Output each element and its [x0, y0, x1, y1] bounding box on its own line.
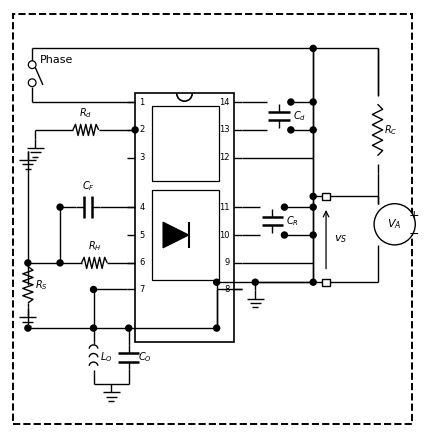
Text: 5: 5 — [139, 231, 145, 239]
Text: 4: 4 — [139, 203, 145, 212]
Circle shape — [281, 232, 287, 238]
Text: $R_S$: $R_S$ — [35, 278, 48, 292]
Text: 12: 12 — [219, 153, 230, 162]
Circle shape — [310, 127, 316, 133]
Polygon shape — [163, 222, 189, 248]
Text: $C_d$: $C_d$ — [293, 109, 306, 123]
Text: +: + — [408, 209, 419, 222]
Circle shape — [310, 99, 316, 105]
FancyBboxPatch shape — [135, 93, 234, 342]
Circle shape — [310, 232, 316, 238]
Text: $C_O$: $C_O$ — [138, 350, 152, 364]
Text: $L_O$: $L_O$ — [100, 350, 112, 364]
Text: 7: 7 — [139, 285, 145, 294]
Circle shape — [281, 204, 287, 210]
Text: Phase: Phase — [40, 55, 73, 66]
Circle shape — [288, 127, 294, 133]
Circle shape — [57, 260, 63, 266]
Circle shape — [214, 325, 220, 331]
Circle shape — [214, 279, 220, 285]
Text: 14: 14 — [219, 98, 230, 106]
Circle shape — [25, 260, 31, 266]
Text: 1: 1 — [139, 98, 145, 106]
Circle shape — [310, 45, 316, 51]
Circle shape — [57, 204, 63, 210]
Text: 11: 11 — [219, 203, 230, 212]
Circle shape — [91, 325, 97, 331]
Text: 6: 6 — [139, 258, 145, 268]
Text: $C_F$: $C_F$ — [82, 180, 94, 194]
Circle shape — [28, 61, 36, 69]
Circle shape — [310, 204, 316, 210]
Text: $C_R$: $C_R$ — [286, 214, 299, 228]
Circle shape — [252, 279, 258, 285]
Text: 10: 10 — [219, 231, 230, 239]
Text: $R_C$: $R_C$ — [384, 123, 398, 137]
Circle shape — [25, 325, 31, 331]
Text: $V_A$: $V_A$ — [387, 217, 402, 231]
Text: 3: 3 — [139, 153, 145, 162]
Text: 2: 2 — [139, 125, 145, 134]
Circle shape — [28, 79, 36, 87]
Text: $R_d$: $R_d$ — [79, 106, 92, 120]
Text: 9: 9 — [224, 258, 230, 268]
Circle shape — [374, 204, 415, 245]
Text: $v_S$: $v_S$ — [334, 233, 347, 245]
FancyBboxPatch shape — [323, 279, 330, 286]
Text: 8: 8 — [224, 285, 230, 294]
Text: $R_H$: $R_H$ — [88, 239, 101, 253]
Circle shape — [132, 127, 138, 133]
Text: $-$: $-$ — [408, 227, 419, 240]
Circle shape — [310, 194, 316, 199]
Circle shape — [91, 286, 97, 293]
Circle shape — [126, 325, 132, 331]
Circle shape — [310, 279, 316, 285]
Text: 13: 13 — [219, 125, 230, 134]
FancyBboxPatch shape — [323, 193, 330, 200]
Circle shape — [288, 99, 294, 105]
